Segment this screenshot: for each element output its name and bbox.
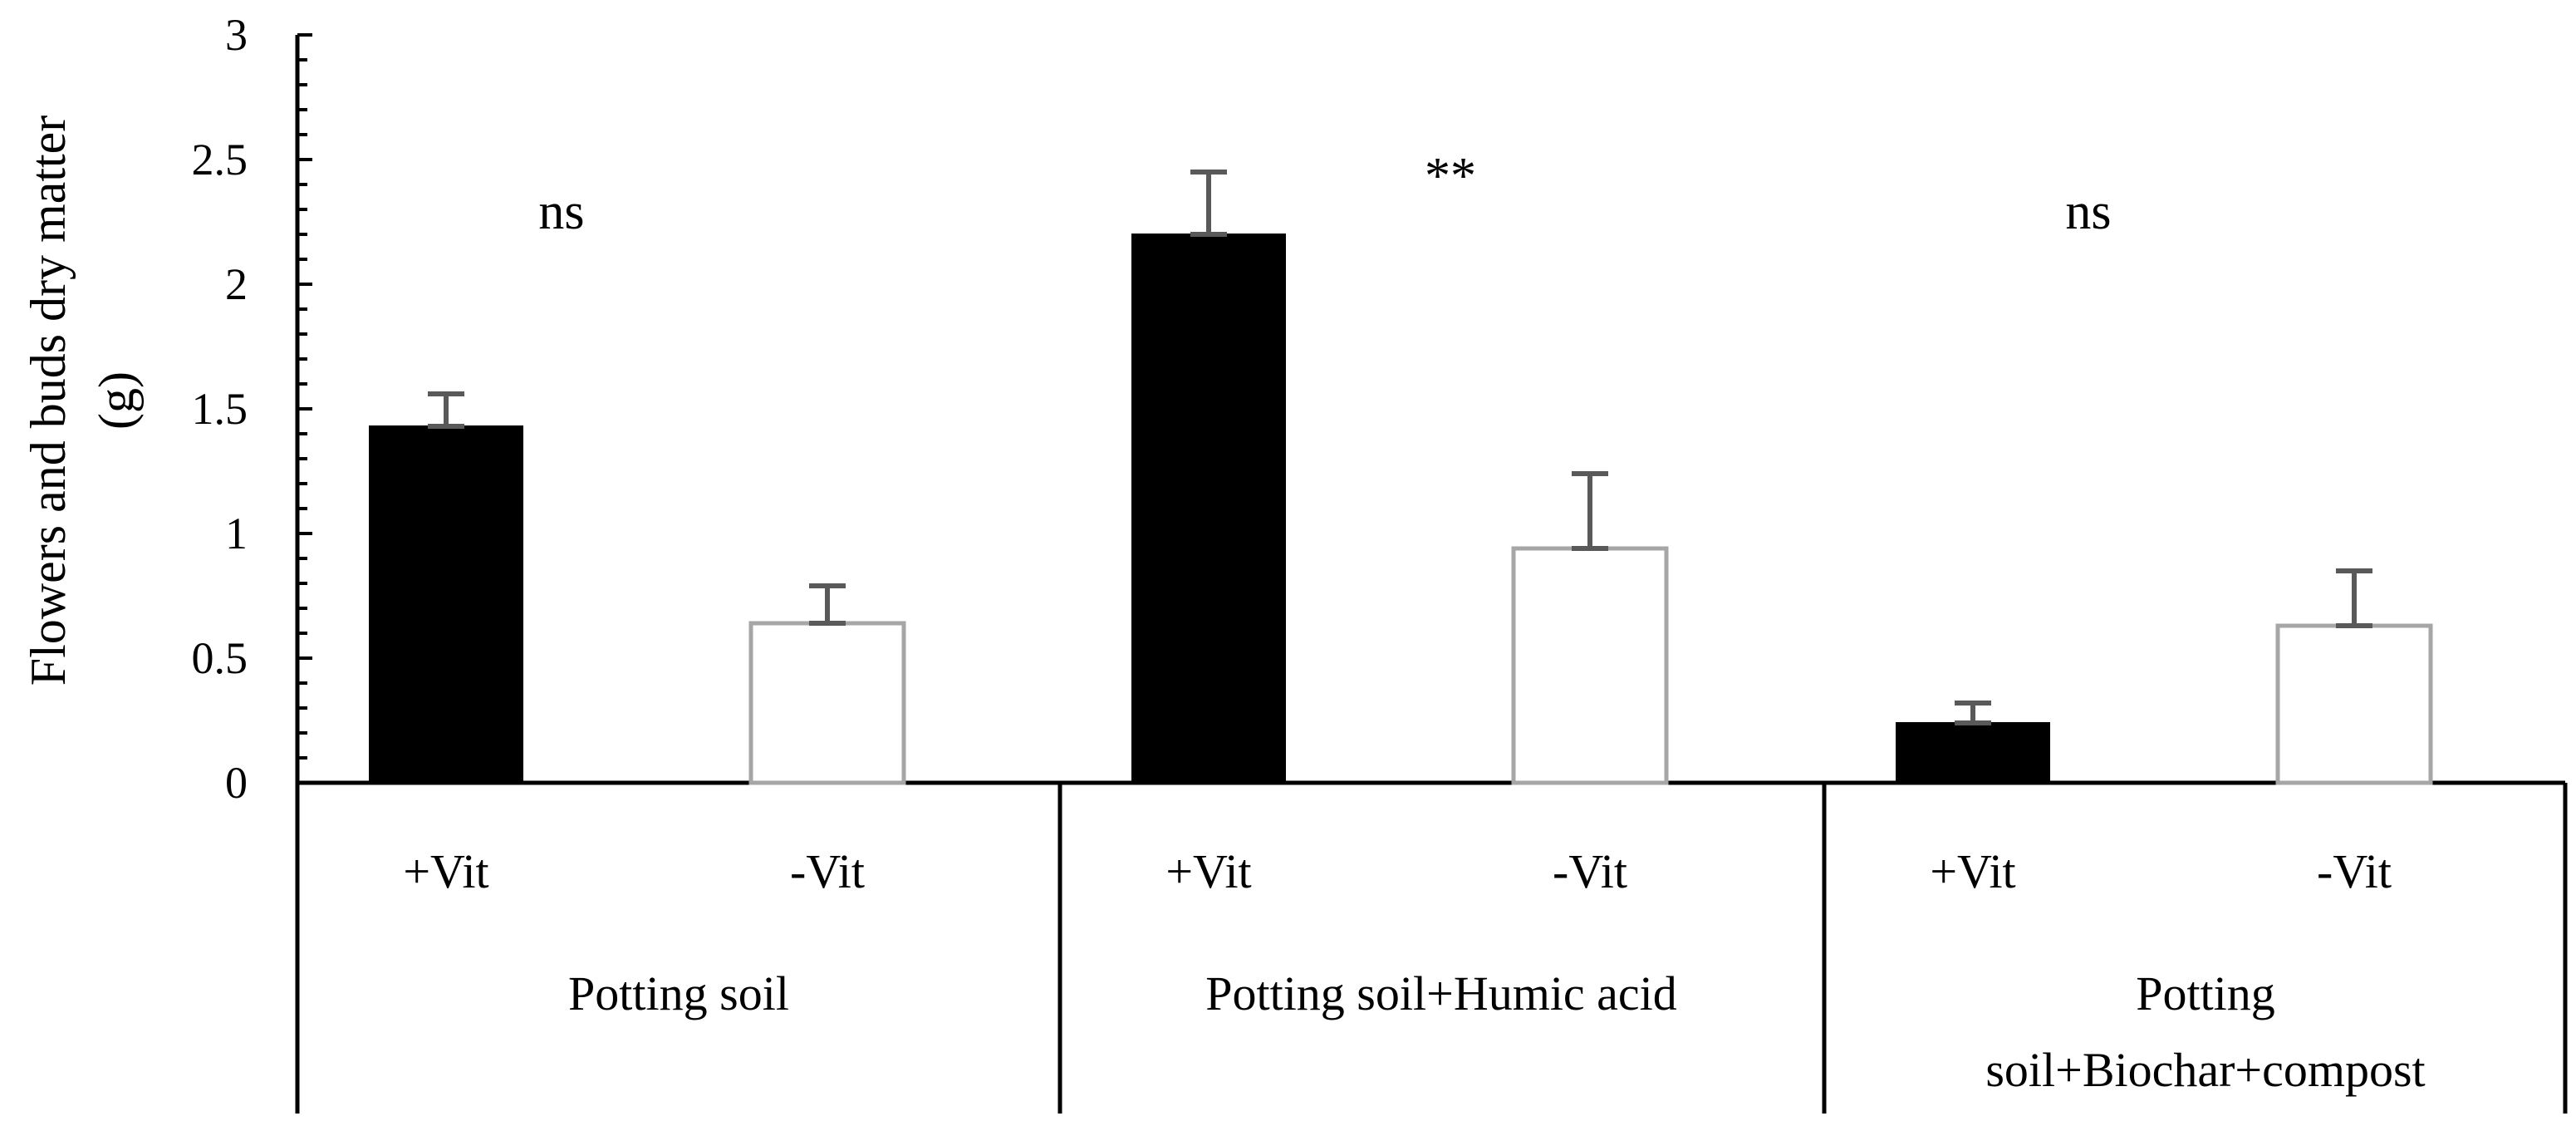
y-tick-label: 3 (225, 10, 248, 60)
significance-labels: ns ** ns (538, 148, 2111, 240)
y-tick-label: 2 (225, 259, 248, 309)
bars (369, 170, 2433, 785)
y-tick-label: 1 (225, 509, 248, 558)
category-label: -Vit (2317, 844, 2392, 898)
group-label: Potting (2136, 966, 2275, 1020)
bar-plus-vit (369, 425, 523, 784)
category-label: +Vit (1165, 844, 1251, 898)
significance-label: ns (2065, 184, 2111, 240)
bar-plus-vit (1896, 722, 2050, 784)
group-label: Potting soil+Humic acid (1205, 966, 1677, 1020)
category-labels: +Vit -Vit Potting soil +Vit -Vit Potting soil… (403, 844, 2425, 1097)
y-axis: 0 0.5 1 1.5 2 2.5 3 (192, 10, 312, 808)
y-axis-title-line: (g) (89, 371, 144, 430)
y-tick-label: 0 (225, 758, 248, 808)
y-tick-label: 0.5 (192, 633, 248, 683)
group-label: soil+Biochar+compost (1985, 1043, 2425, 1097)
category-label: -Vit (790, 844, 865, 898)
group-label: Potting soil (568, 966, 789, 1020)
y-axis-title-line: Flowers and buds dry matter (21, 116, 76, 686)
significance-label: ** (1425, 148, 1476, 204)
y-tick-label: 2.5 (192, 135, 248, 184)
x-axis (295, 780, 2568, 1114)
bar-minus-vit (1511, 546, 1669, 785)
bar-minus-vit (748, 621, 906, 785)
category-label: +Vit (403, 844, 488, 898)
category-label: +Vit (1930, 844, 2015, 898)
y-axis-title: Flowers and buds dry matter (g) (21, 116, 144, 686)
category-label: -Vit (1553, 844, 1627, 898)
bar-plus-vit (1131, 234, 1286, 784)
y-tick-label: 1.5 (192, 384, 248, 434)
bar-minus-vit (2275, 623, 2433, 785)
significance-label: ns (538, 184, 584, 240)
